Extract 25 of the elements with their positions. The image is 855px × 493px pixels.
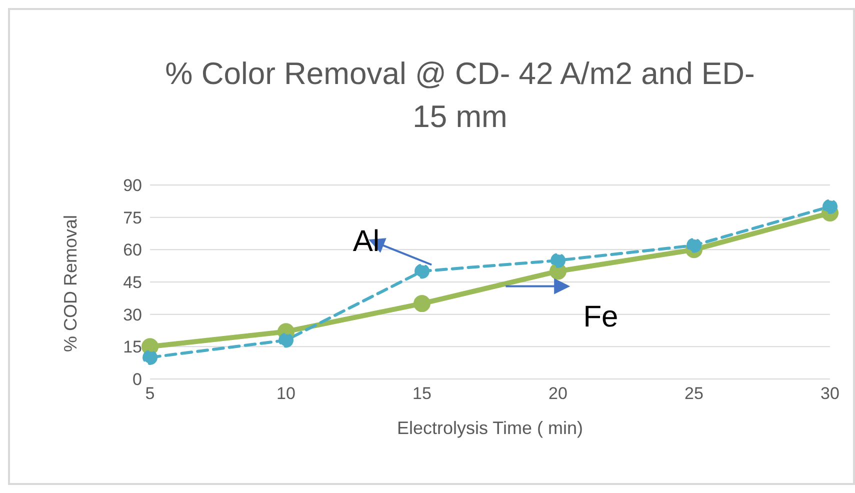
point — [414, 295, 430, 312]
series-label: Al — [352, 225, 380, 258]
y-tick-label: 90 — [123, 176, 142, 196]
x-tick-label: 20 — [548, 384, 568, 404]
y-tick-label: 60 — [123, 240, 142, 260]
point — [686, 238, 702, 253]
x-axis-title: Electrolysis Time ( min) — [396, 418, 584, 438]
x-tick-label: 25 — [684, 384, 704, 404]
point — [142, 350, 158, 365]
y-tick-label: 75 — [123, 208, 142, 228]
y-tick-label: 45 — [123, 273, 142, 292]
point — [278, 332, 294, 348]
point — [822, 199, 838, 214]
x-tick-label: 15 — [412, 384, 432, 404]
x-tick-label: 5 — [145, 384, 155, 404]
y-tick-label: 15 — [123, 338, 142, 357]
chart-title: % Color Removal @ CD- 42 A/m2 and ED- 15 mm — [164, 55, 756, 136]
point — [414, 264, 430, 279]
y-tick-label: 0 — [132, 370, 142, 390]
x-tick-label: 10 — [276, 384, 296, 404]
series-label: Fe — [583, 300, 618, 334]
x-tick-label: 30 — [820, 384, 840, 404]
y-tick-label: 30 — [123, 305, 142, 324]
point — [550, 252, 566, 268]
y-axis-title: % COD Removal — [60, 214, 80, 352]
